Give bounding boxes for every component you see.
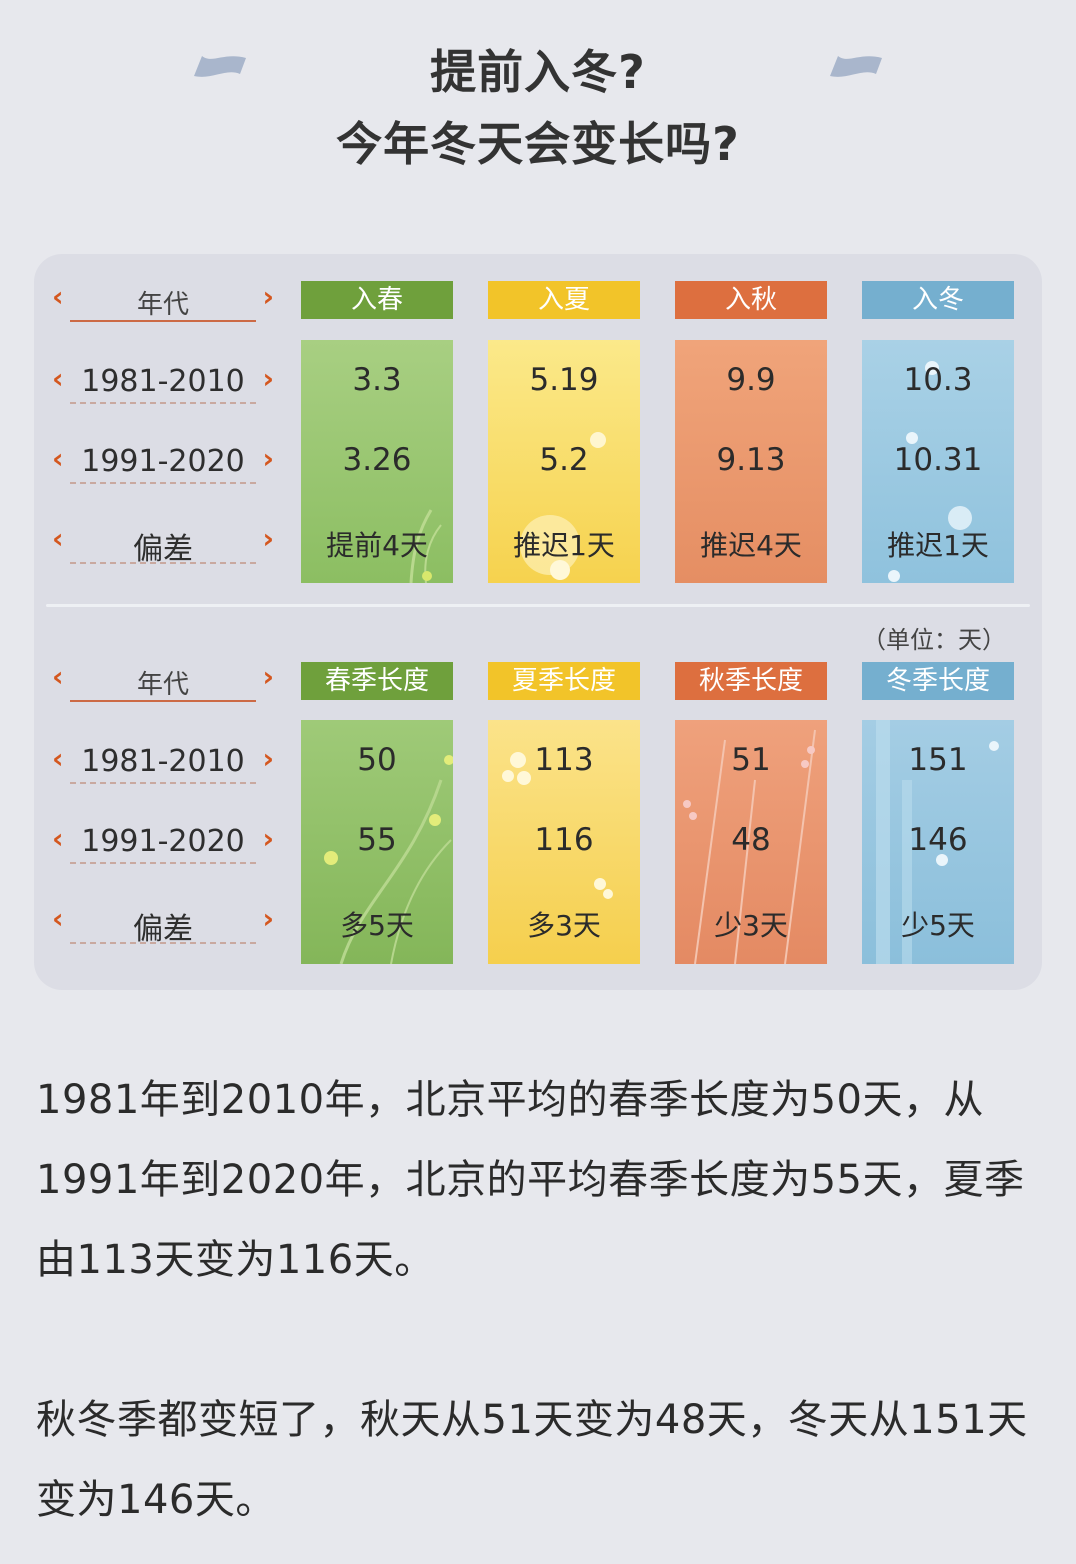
table2-column-spring: 50 55 多5天 [301,720,453,964]
table-divider [46,604,1030,607]
table2-header-summer-length: 夏季长度 [488,662,640,700]
table2-header-spring-length: 春季长度 [301,662,453,700]
table1-column-summer: 5.19 5.2 推迟1天 [488,340,640,583]
table2-header-autumn-length: 秋季长度 [675,662,827,700]
unit-label: （单位：天） [862,626,1006,654]
chevron-right-icon: › [262,742,274,775]
table2-header-row-label: ‹ 年代 › [52,660,274,702]
table2-spring-1991: 55 [357,822,397,858]
table2-row-label-1981-2010: ‹ 1981-2010 › [52,740,274,784]
chevron-left-icon: ‹ [52,742,64,775]
paragraph-spring-summer: 1981年到2010年，北京平均的春季长度为50天，从1991年到2020年，北… [36,1077,1025,1283]
table2-spring-1981: 50 [357,742,397,778]
table2-column-summer: 113 116 多3天 [488,720,640,964]
table1-column-winter: 10.3 10.31 推迟1天 [862,340,1014,583]
table1-spring-1991: 3.26 [342,442,412,478]
chevron-left-icon: ‹ [52,660,64,693]
table1-row-label-diff: ‹ 偏差 › [52,522,274,567]
chevron-left-icon: ‹ [52,522,64,555]
wheat-decoration [683,729,816,964]
table2-summer-diff: 多3天 [527,909,601,942]
snowflake-decoration [888,361,972,582]
table1-autumn-1991: 9.13 [716,442,786,478]
table2-summer-1991: 116 [534,822,594,858]
chevron-right-icon: › [262,442,274,475]
table1-header-winter: 入冬 [862,281,1014,319]
table2-column-autumn: 51 48 少3天 [675,720,827,964]
chevron-right-icon: › [262,362,274,395]
table2-winter-1991: 146 [908,822,968,858]
table1-row-label-1981-2010: ‹ 1981-2010 › [52,360,274,404]
table1-column-spring: 3.3 3.26 提前4天 [301,340,453,583]
chevron-right-icon: › [262,660,274,693]
table1-autumn-1981: 9.9 [726,362,776,398]
table1-header-summer: 入夏 [488,281,640,319]
flower-decoration [324,755,453,964]
sunshine-decoration [502,752,613,899]
swoosh-right-decoration [830,56,882,77]
table2-winter-diff: 少5天 [901,909,975,942]
table2-spring-diff: 多5天 [340,909,414,942]
table2-header-winter-length: 冬季长度 [862,662,1014,700]
table1-row-label-1991-2020: ‹ 1991-2020 › [52,440,274,484]
chevron-left-icon: ‹ [52,442,64,475]
table1-spring-diff: 提前4天 [326,529,428,562]
table2-column-winter: 151 146 少5天 [862,720,1014,964]
table1-column-autumn: 9.9 9.13 推迟4天 [675,340,827,583]
swoosh-left-decoration [194,56,246,77]
chevron-right-icon: › [262,280,274,313]
chevron-left-icon: ‹ [52,362,64,395]
table1-summer-1981: 5.19 [529,362,599,398]
table1-header-spring: 入春 [301,281,453,319]
snow-tree-decoration [876,720,999,964]
table1-summer-1991: 5.2 [539,442,589,478]
table2-row-label-1991-2020: ‹ 1991-2020 › [52,820,274,864]
table2-autumn-1991: 48 [731,822,771,858]
chevron-right-icon: › [262,902,274,935]
paragraph-autumn-winter: 秋冬季都变短了，秋天从51天变为48天，冬天从151天变为146天。 [36,1397,1028,1523]
table1-winter-1981: 10.3 [903,362,973,398]
table2-autumn-1981: 51 [731,742,771,778]
table1-winter-diff: 推迟1天 [887,529,989,562]
chevron-right-icon: › [262,522,274,555]
table2-row-label-diff: ‹ 偏差 › [52,902,274,947]
grass-decoration [409,509,442,583]
title-line-1: 提前入冬? [430,45,646,99]
title-line-2: 今年冬天会变长吗? [336,117,740,171]
table1-spring-1981: 3.3 [352,362,402,398]
table2-winter-1981: 151 [908,742,968,778]
chevron-left-icon: ‹ [52,822,64,855]
chevron-right-icon: › [262,822,274,855]
chevron-left-icon: ‹ [52,902,64,935]
table1-header-row-label: ‹ 年代 › [52,280,274,322]
sun-decoration [520,432,606,580]
table1-winter-1991: 10.31 [893,442,983,478]
chevron-left-icon: ‹ [52,280,64,313]
table2-autumn-diff: 少3天 [714,909,788,942]
table2-summer-1981: 113 [534,742,594,778]
table1-autumn-diff: 推迟4天 [700,529,802,562]
table1-summer-diff: 推迟1天 [513,529,615,562]
table1-header-autumn: 入秋 [675,281,827,319]
